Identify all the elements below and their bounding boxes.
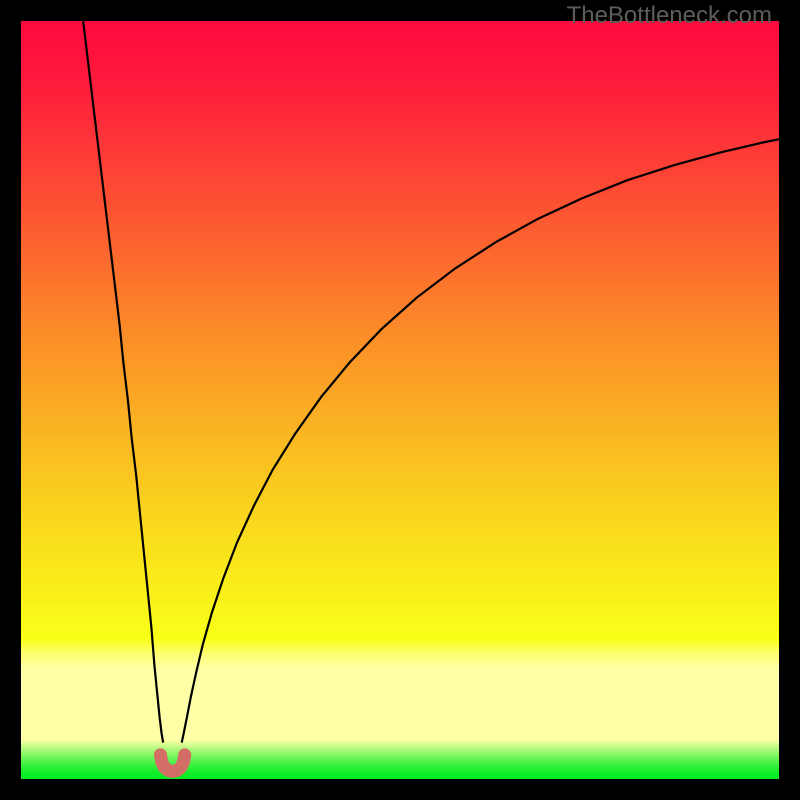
watermark-text: TheBottleneck.com — [567, 2, 772, 30]
plot-area — [21, 21, 779, 779]
gradient-background — [21, 21, 779, 779]
bottleneck-chart-svg — [21, 21, 779, 779]
